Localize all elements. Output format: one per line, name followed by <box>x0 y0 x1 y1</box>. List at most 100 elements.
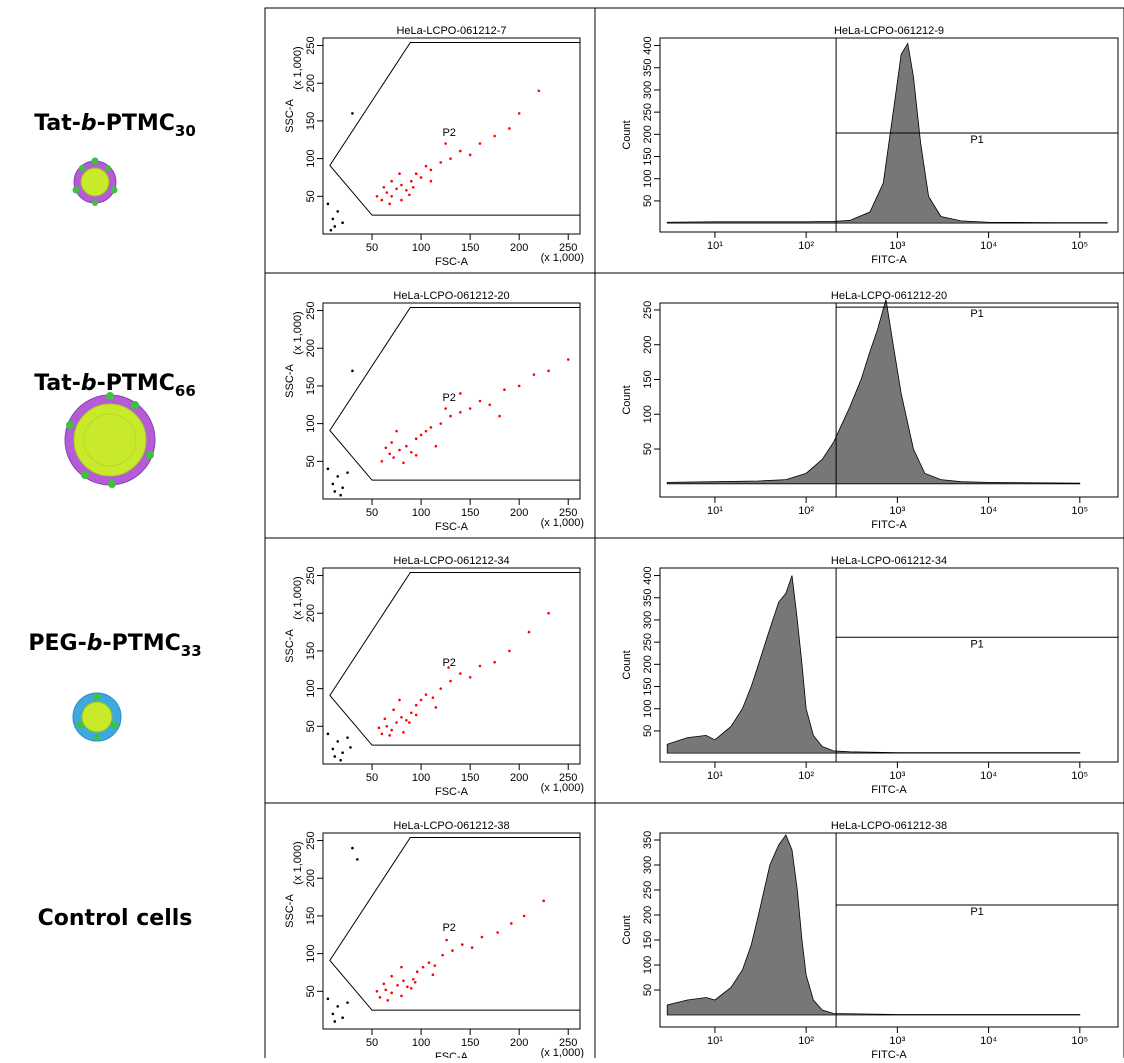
x-axis-label: FSC-A <box>435 1051 469 1058</box>
panel: HeLa-LCPO-061212-20 10¹ 10² 10³ 10⁴ 10⁵ 50 100 1… <box>594 272 1124 539</box>
y-axis-label: SSC-A <box>284 364 296 398</box>
event-dot <box>413 980 417 984</box>
x-tick-label: 10² <box>798 505 814 517</box>
y-tick-label: 200 <box>305 869 317 887</box>
gate-label: P1 <box>970 906 983 918</box>
x-tick-label: 10² <box>798 770 814 782</box>
x-tick-label: 10⁴ <box>980 240 997 252</box>
y-tick-label: 300 <box>642 81 654 99</box>
event-dot <box>331 1012 335 1016</box>
x-unit-label: (x 1,000) <box>541 782 584 794</box>
event-dot <box>380 198 384 202</box>
event-dot <box>395 721 398 724</box>
y-tick-label: 100 <box>305 679 317 697</box>
event-dot <box>375 990 379 993</box>
event-dot <box>429 168 433 172</box>
x-tick-label: 100 <box>412 507 430 519</box>
chart-title: HeLa-LCPO-061212-38 <box>831 820 947 832</box>
x-tick-label: 10² <box>798 1035 814 1047</box>
y-tick-label: 300 <box>642 611 654 629</box>
event-dot <box>380 732 384 736</box>
y-tick-label: 200 <box>642 906 654 924</box>
histogram-area <box>666 834 1081 1016</box>
row-label-suffix: -PTMC <box>97 371 175 396</box>
plot-frame <box>659 302 1119 498</box>
event-dot <box>480 935 484 939</box>
x-tick-label: 200 <box>510 507 528 519</box>
histogram-area <box>666 575 1081 754</box>
event-dot <box>390 991 393 995</box>
x-tick-label: 150 <box>461 1037 479 1049</box>
event-dot <box>388 202 392 206</box>
event-dot <box>388 452 392 456</box>
chart-title: HeLa-LCPO-061212-9 <box>834 25 944 37</box>
event-dot <box>441 953 444 957</box>
event-dot <box>419 176 423 179</box>
x-axis-label: FITC-A <box>871 1049 907 1058</box>
plot-frame <box>659 37 1119 233</box>
event-dot <box>445 938 448 942</box>
event-dot <box>459 411 462 414</box>
event-dot <box>392 708 395 712</box>
event-dot <box>414 703 418 707</box>
icon-tat66 <box>64 392 156 488</box>
gate-label: P2 <box>442 392 455 404</box>
event-dot <box>383 717 387 721</box>
event-dot <box>339 493 342 497</box>
plot-frame <box>322 37 581 235</box>
y-axis-label: Count <box>621 650 633 679</box>
event-dot <box>405 718 408 722</box>
y-tick-label: 150 <box>642 931 654 949</box>
event-dot <box>390 728 393 732</box>
event-dot <box>424 429 428 433</box>
event-dot <box>447 666 450 669</box>
event-dot <box>547 611 550 615</box>
event-dot <box>351 369 354 373</box>
event-dot <box>470 946 474 949</box>
event-dot <box>375 195 379 198</box>
event-dot <box>398 698 401 702</box>
event-dot <box>451 949 454 952</box>
event-dot <box>478 399 482 403</box>
event-dot <box>346 471 349 474</box>
x-tick-label: 10⁴ <box>980 1035 997 1047</box>
event-dot <box>356 858 359 861</box>
event-dot <box>439 161 443 164</box>
y-tick-label: 100 <box>305 414 317 432</box>
event-dot <box>402 731 405 734</box>
event-dot <box>532 373 536 376</box>
event-dot <box>326 997 330 1001</box>
panel: HeLa-LCPO-061212-7 50 100 150 200 250 50 100 150… <box>264 7 596 274</box>
x-tick-label: 50 <box>366 507 378 519</box>
x-tick-label: 10² <box>798 240 814 252</box>
event-dot <box>400 198 403 202</box>
event-dot <box>388 734 392 737</box>
row-label-italic: b <box>81 371 97 396</box>
x-tick-label: 10³ <box>889 1035 905 1047</box>
x-axis-label: FSC-A <box>435 256 469 268</box>
histogram-area <box>666 299 1081 485</box>
y-tick-label: 150 <box>642 370 654 388</box>
y-tick-label: 350 <box>642 589 654 607</box>
y-tick-label: 100 <box>642 170 654 188</box>
event-dot <box>419 433 423 437</box>
plot-frame <box>659 832 1119 1028</box>
event-dot <box>439 422 443 425</box>
event-dot <box>522 914 526 918</box>
y-tick-label: 250 <box>642 881 654 899</box>
x-tick-label: 10⁴ <box>980 770 997 782</box>
gate-label: P2 <box>442 127 455 139</box>
event-dot <box>478 142 482 145</box>
row-label-sub: 66 <box>175 382 196 400</box>
event-dot <box>396 983 399 987</box>
y-tick-label: 200 <box>305 74 317 92</box>
x-tick-label: 150 <box>461 242 479 254</box>
row-label-sub: 33 <box>181 642 202 660</box>
y-tick-label: 50 <box>642 984 654 996</box>
event-dot <box>406 985 409 989</box>
gate-label: P1 <box>970 638 983 650</box>
event-dot <box>346 1001 349 1004</box>
event-dot <box>386 999 390 1002</box>
event-dot <box>424 164 428 168</box>
row-label: PEG-b-PTMC33 <box>28 631 201 660</box>
